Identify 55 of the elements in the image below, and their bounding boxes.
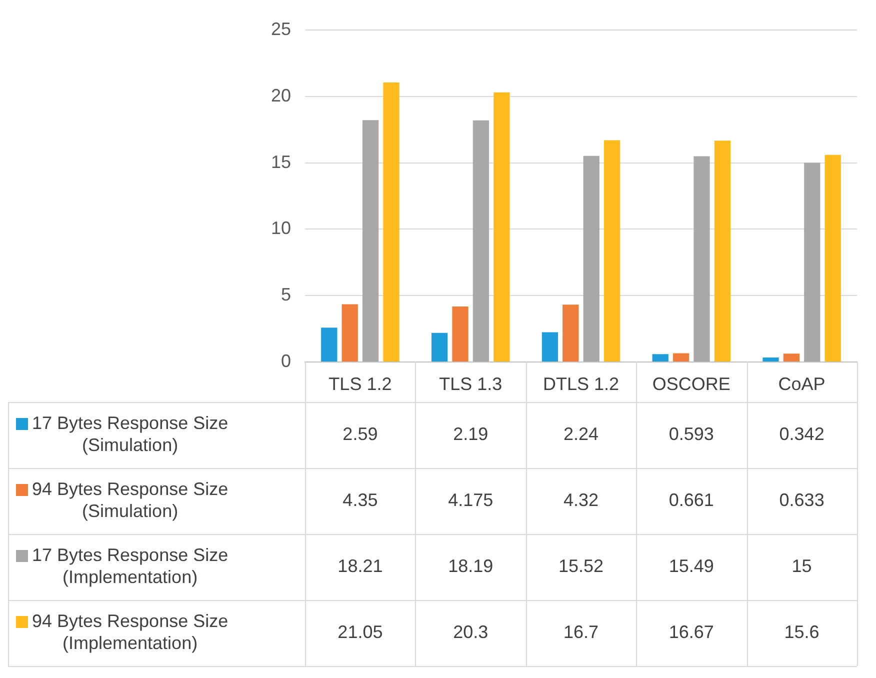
bar	[494, 92, 510, 362]
y-tick-label: 25	[270, 18, 291, 39]
bar	[321, 328, 338, 362]
bar	[824, 154, 841, 362]
data-label: 0.593	[668, 424, 714, 444]
bar	[542, 332, 558, 362]
data-label: 18.21	[338, 556, 383, 576]
bar	[472, 120, 490, 362]
data-label: 4.175	[448, 490, 494, 510]
y-tick-label: 10	[270, 218, 291, 238]
data-label: 16.7	[563, 622, 599, 642]
x-tick-label: OSCORE	[652, 374, 730, 394]
data-label: 2.59	[342, 424, 378, 444]
bar	[714, 140, 731, 362]
bar	[431, 332, 448, 362]
data-label: 15.49	[668, 556, 714, 576]
y-tick-label: 20	[270, 85, 291, 106]
x-tick-label: TLS 1.2	[328, 374, 392, 394]
bar	[383, 82, 400, 362]
bar	[362, 120, 379, 362]
data-label: 4.32	[563, 490, 599, 510]
bar	[804, 162, 820, 362]
data-label: 0.661	[668, 490, 714, 510]
bar	[652, 354, 668, 362]
data-label: 2.19	[453, 424, 488, 444]
bar	[604, 140, 620, 362]
bar	[783, 354, 800, 362]
bar	[342, 304, 358, 362]
legend-label: 17 Bytes Response Size (Simulation)	[32, 412, 228, 455]
data-label: 18.19	[448, 556, 494, 576]
data-label: 20.3	[453, 622, 488, 642]
bar	[452, 306, 468, 362]
y-tick-label: 5	[280, 284, 291, 305]
legend-label: 17 Bytes Response Size (Implementation)	[32, 544, 228, 587]
bar	[583, 156, 600, 362]
x-tick-label: CoAP	[778, 374, 826, 394]
bar	[672, 353, 690, 362]
data-label: 0.633	[779, 490, 824, 510]
legend-label: 94 Bytes Response Size (Simulation)	[32, 478, 228, 521]
data-label: 4.35	[342, 490, 378, 510]
x-tick-label: TLS 1.3	[439, 374, 502, 394]
bar	[562, 304, 579, 362]
x-tick-label: DTLS 1.2	[542, 374, 620, 394]
legend-label: 94 Bytes Response Size (Implementation)	[32, 610, 228, 653]
data-label: 16.67	[668, 622, 714, 642]
bar	[762, 357, 779, 362]
bar	[694, 156, 710, 362]
data-label: 0.342	[779, 424, 824, 444]
y-tick-label: 15	[270, 152, 291, 172]
data-label: 15.6	[784, 622, 820, 642]
data-label: 21.05	[338, 622, 383, 642]
y-tick-label: 0	[280, 350, 291, 371]
data-label: 2.24	[563, 424, 599, 444]
data-label: 15	[792, 556, 812, 576]
data-label: 15.52	[558, 556, 604, 576]
